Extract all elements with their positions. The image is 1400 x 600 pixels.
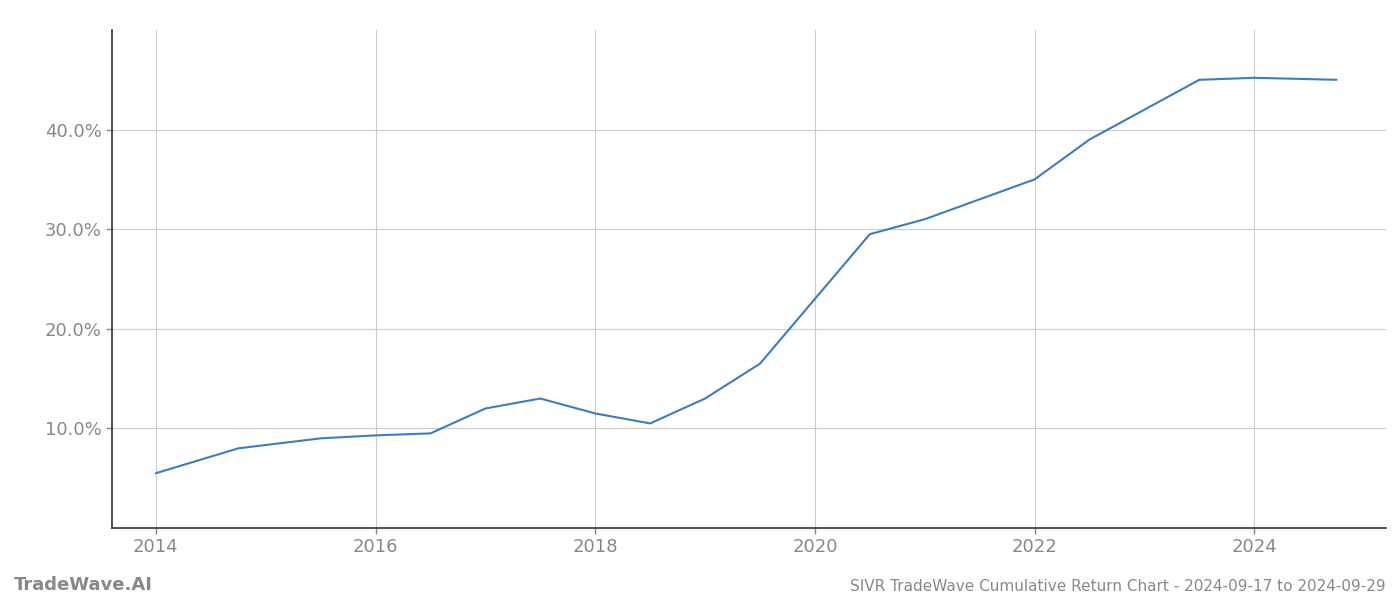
Text: SIVR TradeWave Cumulative Return Chart - 2024-09-17 to 2024-09-29: SIVR TradeWave Cumulative Return Chart -… [850, 579, 1386, 594]
Text: TradeWave.AI: TradeWave.AI [14, 576, 153, 594]
